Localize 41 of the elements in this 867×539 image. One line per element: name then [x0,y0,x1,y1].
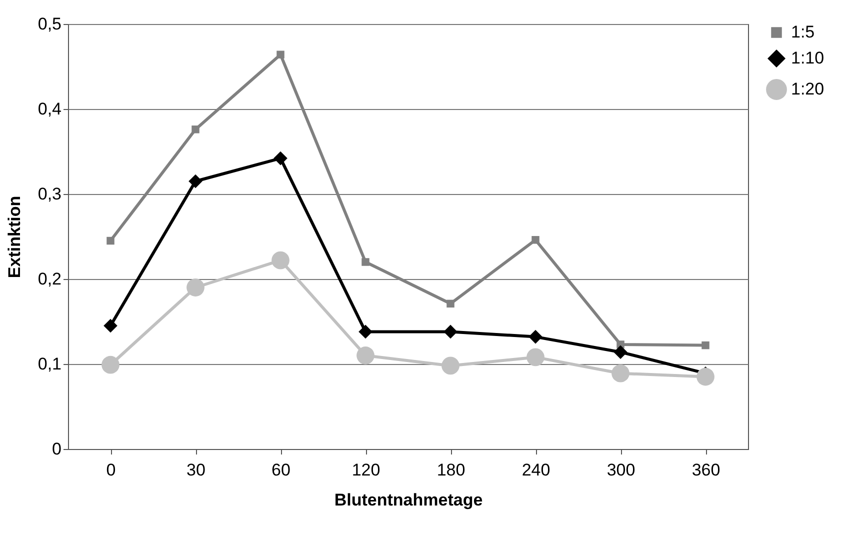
point [612,364,630,382]
x-tick-label: 0 [106,460,116,480]
x-tick-label: 60 [272,460,290,480]
point [532,236,540,244]
point [444,324,458,339]
x-tick-label: 120 [352,460,380,480]
y-tick-label: 0,3 [38,184,62,204]
x-axis-title: Blutentnahmetage [334,490,483,510]
point [186,278,204,296]
point [104,318,118,333]
x-tick-label: 360 [692,460,720,480]
x-tick-label: 300 [606,460,636,480]
point [614,345,628,359]
point [358,324,372,339]
point [526,348,544,366]
point [442,356,460,375]
y-tick-label: 0,2 [38,270,62,288]
point [528,330,542,344]
point [106,236,114,245]
point [702,341,710,350]
point [188,174,202,188]
legend-label: 1:20 [791,80,824,98]
point [446,300,454,308]
y-tick-label: 0,1 [38,354,62,374]
x-tick-label: 30 [186,460,206,480]
legend-label: 1:10 [791,48,824,68]
x-tick-label: 240 [522,460,550,480]
y-tick-label: 0 [52,440,62,458]
y-axis-title: Extinktion [4,196,24,278]
y-tick-label: 0,4 [38,100,62,118]
point [362,258,370,266]
point [272,251,290,270]
point [356,346,374,364]
legend-label: 1:5 [791,22,815,42]
point [102,356,120,374]
point [192,126,200,134]
x-tick-label: 180 [436,460,466,480]
point [274,151,288,166]
point [696,368,714,386]
y-tick-label: 0,5 [38,14,62,34]
point [276,50,284,58]
